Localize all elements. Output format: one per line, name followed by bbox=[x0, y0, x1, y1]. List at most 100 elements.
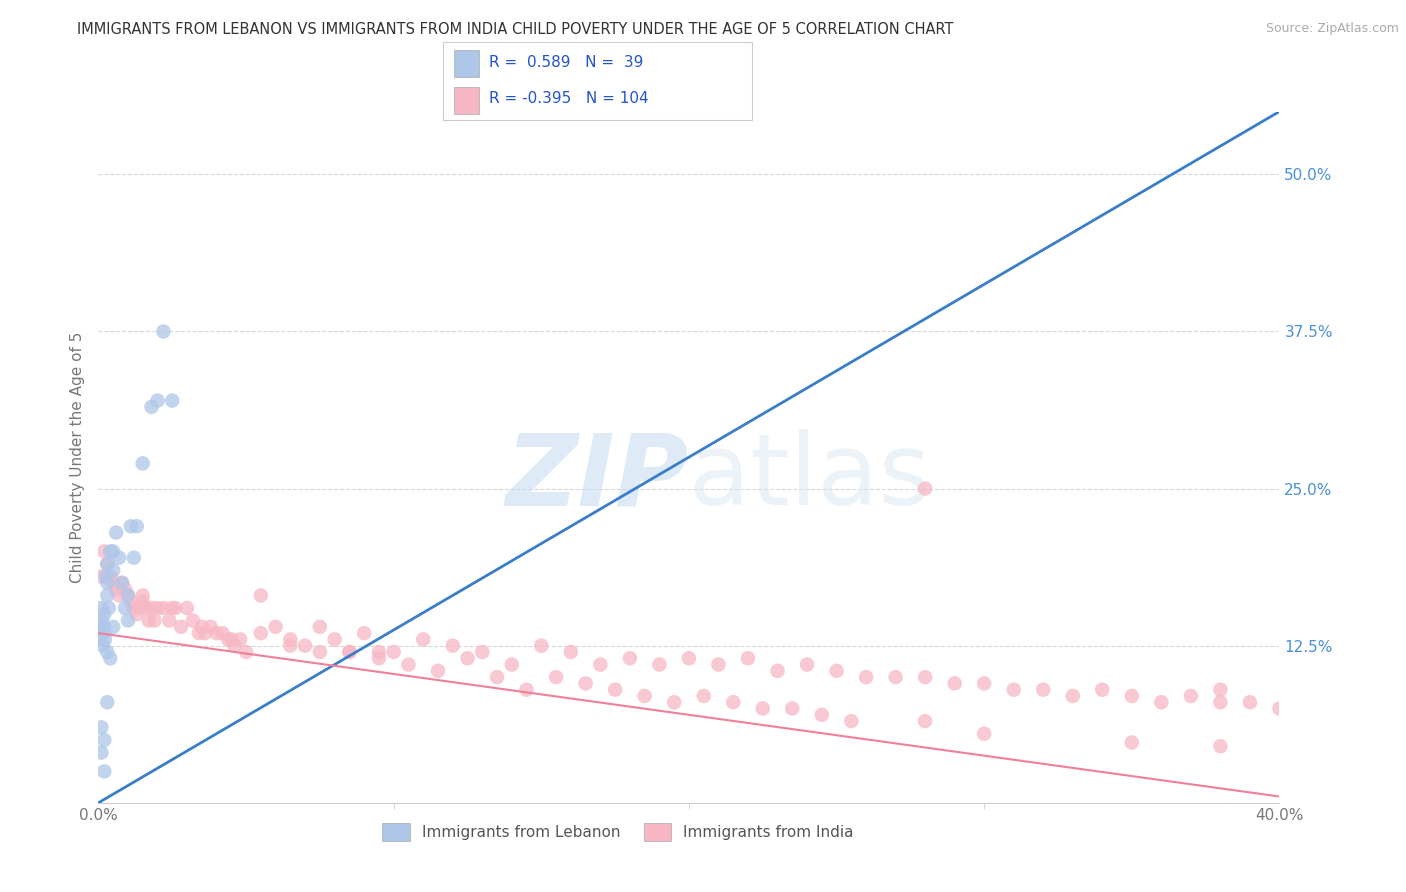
Point bbox=[1121, 689, 1143, 703]
Point bbox=[105, 525, 128, 540]
Point bbox=[132, 595, 155, 609]
Point bbox=[103, 544, 125, 558]
Point bbox=[1062, 689, 1084, 703]
Point bbox=[634, 689, 657, 703]
Point bbox=[323, 632, 346, 647]
Point bbox=[589, 657, 612, 672]
Point bbox=[884, 670, 907, 684]
Point bbox=[353, 626, 375, 640]
Point bbox=[943, 676, 966, 690]
Point bbox=[914, 714, 936, 728]
Point bbox=[1268, 701, 1291, 715]
Text: ZIP: ZIP bbox=[506, 429, 689, 526]
Point bbox=[146, 601, 169, 615]
Point bbox=[117, 589, 139, 603]
Point bbox=[841, 714, 863, 728]
Point bbox=[191, 620, 214, 634]
Point bbox=[486, 670, 509, 684]
Point bbox=[294, 639, 316, 653]
Point bbox=[141, 400, 163, 414]
Point bbox=[132, 589, 155, 603]
Point bbox=[224, 639, 246, 653]
Point bbox=[1091, 682, 1114, 697]
Point bbox=[152, 601, 174, 615]
Point bbox=[1032, 682, 1054, 697]
Point bbox=[132, 457, 155, 471]
Text: Source: ZipAtlas.com: Source: ZipAtlas.com bbox=[1265, 22, 1399, 36]
Point bbox=[1121, 735, 1143, 749]
Point bbox=[90, 601, 112, 615]
Point bbox=[707, 657, 730, 672]
Point bbox=[165, 601, 187, 615]
Point bbox=[457, 651, 479, 665]
Point bbox=[855, 670, 877, 684]
Point bbox=[501, 657, 523, 672]
Point bbox=[141, 601, 163, 615]
Point bbox=[309, 645, 332, 659]
Point bbox=[309, 620, 332, 634]
Point bbox=[98, 544, 121, 558]
Point bbox=[162, 393, 183, 408]
Point bbox=[96, 557, 118, 571]
Point bbox=[205, 626, 228, 640]
Point bbox=[90, 620, 112, 634]
Point bbox=[229, 632, 252, 647]
Point bbox=[90, 720, 112, 734]
Point bbox=[96, 645, 118, 659]
Legend: Immigrants from Lebanon, Immigrants from India: Immigrants from Lebanon, Immigrants from… bbox=[377, 817, 860, 847]
Point bbox=[146, 393, 169, 408]
Point bbox=[211, 626, 233, 640]
Point bbox=[221, 632, 243, 647]
Point bbox=[264, 620, 287, 634]
Point bbox=[111, 575, 134, 590]
Point bbox=[187, 626, 209, 640]
Point bbox=[90, 569, 112, 583]
Point bbox=[530, 639, 553, 653]
Point bbox=[648, 657, 671, 672]
Point bbox=[200, 620, 222, 634]
Text: R = -0.395   N = 104: R = -0.395 N = 104 bbox=[489, 91, 650, 106]
Point bbox=[120, 519, 142, 533]
Point bbox=[157, 614, 180, 628]
Point bbox=[250, 589, 273, 603]
Point bbox=[120, 595, 142, 609]
Point bbox=[973, 726, 995, 740]
Point bbox=[1209, 695, 1232, 709]
Point bbox=[1239, 695, 1261, 709]
Point bbox=[575, 676, 598, 690]
Point bbox=[664, 695, 686, 709]
Point bbox=[170, 620, 193, 634]
Point bbox=[152, 325, 174, 339]
Point bbox=[619, 651, 641, 665]
Point bbox=[368, 645, 391, 659]
Point bbox=[1180, 689, 1202, 703]
Point bbox=[108, 589, 131, 603]
Y-axis label: Child Poverty Under the Age of 5: Child Poverty Under the Age of 5 bbox=[69, 332, 84, 582]
Point bbox=[117, 614, 139, 628]
Point bbox=[135, 601, 157, 615]
Point bbox=[796, 657, 818, 672]
Point bbox=[108, 550, 131, 565]
Point bbox=[96, 575, 118, 590]
Point bbox=[766, 664, 789, 678]
Point bbox=[128, 601, 150, 615]
Point bbox=[176, 601, 198, 615]
Point bbox=[737, 651, 759, 665]
Point bbox=[89, 632, 111, 647]
Text: IMMIGRANTS FROM LEBANON VS IMMIGRANTS FROM INDIA CHILD POVERTY UNDER THE AGE OF : IMMIGRANTS FROM LEBANON VS IMMIGRANTS FR… bbox=[77, 22, 953, 37]
Point bbox=[125, 607, 148, 622]
Point bbox=[96, 695, 118, 709]
Point bbox=[914, 482, 936, 496]
Point bbox=[194, 626, 217, 640]
Text: R =  0.589   N =  39: R = 0.589 N = 39 bbox=[489, 54, 644, 70]
Point bbox=[94, 569, 117, 583]
Point bbox=[1209, 682, 1232, 697]
Point bbox=[91, 614, 114, 628]
Point bbox=[235, 645, 257, 659]
Point bbox=[471, 645, 494, 659]
Point bbox=[427, 664, 450, 678]
Point bbox=[914, 670, 936, 684]
Point bbox=[412, 632, 434, 647]
Point bbox=[1150, 695, 1173, 709]
Point bbox=[250, 626, 273, 640]
